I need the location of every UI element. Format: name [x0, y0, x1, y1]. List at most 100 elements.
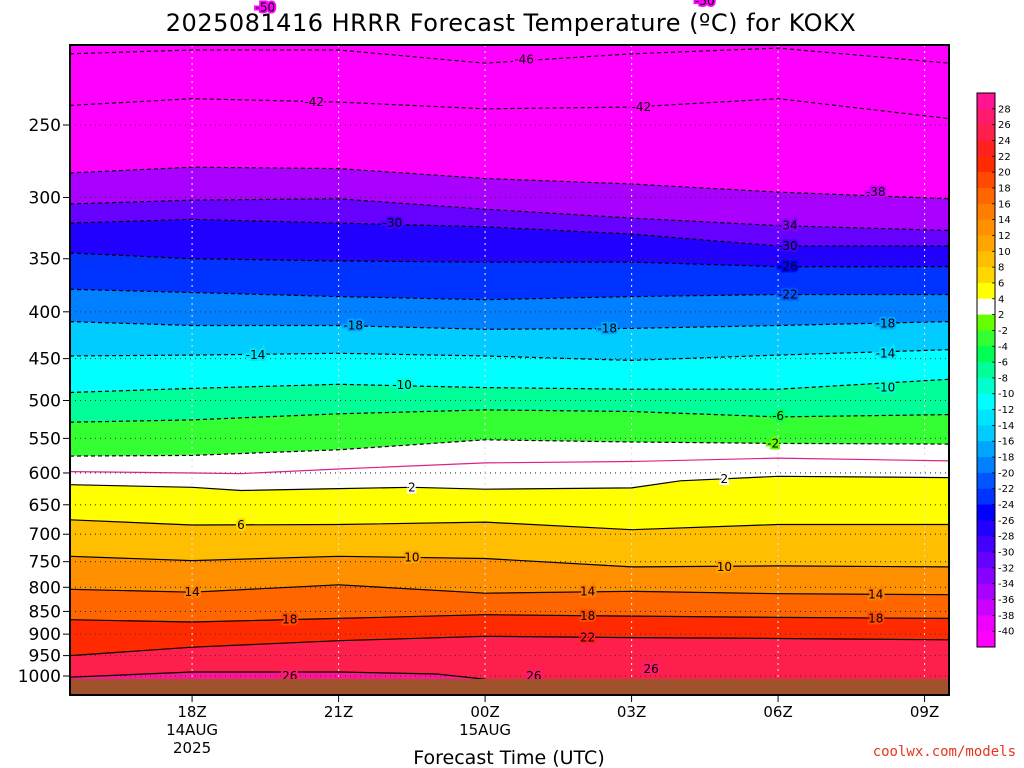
- colorbar-cell-16: [977, 346, 995, 363]
- colorbar-label--18: -18: [998, 453, 1014, 464]
- colorbar-label-14: 14: [998, 215, 1011, 226]
- colorbar-label--6: -6: [998, 358, 1008, 369]
- isotherm-label-18-2: 18: [868, 611, 883, 625]
- isotherm--10: [70, 378, 949, 394]
- colorbar-label--36: -36: [998, 595, 1014, 606]
- isotherm-label--42-1: -42: [632, 100, 652, 114]
- y-tick-label-550: 550: [29, 429, 61, 449]
- colorbar-label--16: -16: [998, 437, 1014, 448]
- colorbar-label-28: 28: [998, 104, 1011, 115]
- isotherm-label--46-0: -46: [514, 52, 534, 66]
- fill-band-1: [70, 458, 949, 491]
- y-tick-label-800: 800: [29, 578, 61, 598]
- colorbar-cell-30: [977, 567, 995, 585]
- isotherm--34: [70, 198, 949, 232]
- colorbar-cell-29: [977, 552, 995, 569]
- colorbar-cell-20: [977, 409, 995, 426]
- colorbar-cell-27: [977, 520, 995, 537]
- colorbar-cell-31: [977, 583, 995, 601]
- isotherm-labels: -50 -50-46-42 -42-38-34-30-30-26-22-18 -18-…: [182, 0, 897, 685]
- x-tick-label-00Z: 00Z: [470, 703, 499, 721]
- colorbar-label-4: 4: [998, 294, 1004, 305]
- isotherm--2: [70, 439, 949, 457]
- isotherm-label--14-0: -14: [246, 348, 266, 362]
- colorbar-cell-9: [977, 235, 995, 252]
- chart-title: 2025081416 HRRR Forecast Temperature (ºC…: [166, 9, 856, 37]
- colorbar-cell-7: [977, 203, 995, 221]
- colorbar-cell-11: [977, 267, 995, 284]
- colorbar-cell-2: [977, 124, 995, 141]
- fill-band-16: [70, 584, 949, 622]
- isotherm-label-22-0: 22: [580, 631, 595, 645]
- colorbar-label--30: -30: [998, 548, 1014, 559]
- y-tick-label-750: 750: [29, 553, 61, 573]
- colorbar-label--22: -22: [998, 484, 1014, 495]
- fill-band-24: [70, 636, 949, 680]
- colorbar: 28 26 24 22 20 18 16 14 12 10 8 6 4 2 -2 -4 -6 -8 -10 -12 -1…: [976, 92, 1014, 648]
- isotherm-label-10-1: 10: [717, 560, 732, 574]
- colorbar-label-12: 12: [998, 231, 1011, 242]
- isotherm-label-10-0: 10: [404, 550, 419, 564]
- colorbar-cell-10: [977, 251, 995, 268]
- isotherm-label-14-2: 14: [868, 588, 883, 602]
- isotherm-label-2-1: 2: [721, 472, 729, 486]
- isotherm-label--18-0: -18: [343, 318, 363, 332]
- isotherm-2: [70, 475, 949, 492]
- isotherm-label--18-1: -18: [597, 321, 617, 335]
- fill-band--8: [70, 379, 949, 423]
- colorbar-label--14: -14: [998, 421, 1014, 432]
- y-axis: 250 300 350 400 450 500 550 600 650 700 750 800 850 9…: [18, 116, 70, 687]
- colorbar-label-20: 20: [998, 168, 1011, 179]
- fill-band--40: [70, 98, 949, 199]
- isotherm-14: [70, 584, 949, 596]
- colorbar-label-22: 22: [998, 152, 1011, 163]
- fill-band--24: [70, 253, 949, 300]
- colorbar-cell-34: [977, 631, 995, 648]
- colorbar-cell-4: [977, 156, 995, 173]
- colorbar-cell-14: [977, 314, 995, 331]
- colorbar-label-10: 10: [998, 247, 1011, 258]
- isotherm-22: [70, 635, 949, 657]
- colorbar-label--10: -10: [998, 389, 1014, 400]
- isotherm-label-18-1: 18: [580, 609, 595, 623]
- isotherm-10: [70, 555, 949, 568]
- colorbar-cell-28: [977, 536, 995, 553]
- y-tick-label-950: 950: [29, 647, 61, 667]
- isotherm-18: [70, 614, 949, 623]
- x-axis-label: Forecast Time (UTC): [413, 747, 604, 768]
- credit-text: coolwx.com/models: [873, 744, 1016, 760]
- x-tick-sublabel-18Z-1: 2025: [173, 739, 211, 757]
- colorbar-label-16: 16: [998, 199, 1011, 210]
- colorbar-label-24: 24: [998, 136, 1011, 147]
- x-tick-label-06Z: 06Z: [763, 703, 792, 721]
- isotherm--22: [70, 288, 949, 301]
- colorbar-label--4: -4: [998, 342, 1008, 353]
- temperature-fill-bands: [70, 45, 949, 695]
- x-tick-label-18Z: 18Z: [177, 703, 206, 721]
- y-tick-label-300: 300: [29, 188, 61, 208]
- colorbar-cell-5: [977, 172, 995, 189]
- colorbar-cell-15: [977, 330, 995, 347]
- colorbar-cell-33: [977, 615, 995, 632]
- colorbar-label--26: -26: [998, 516, 1014, 527]
- isotherm-label--50-1: -50: [695, 0, 715, 8]
- y-tick-label-350: 350: [29, 250, 61, 270]
- isotherm-6: [70, 519, 949, 531]
- y-tick-label-500: 500: [29, 392, 61, 412]
- colorbar-label--2: -2: [998, 326, 1008, 337]
- colorbar-label--20: -20: [998, 468, 1014, 479]
- isotherm-label--14-1: -14: [876, 346, 896, 360]
- y-tick-label-250: 250: [29, 116, 61, 136]
- fill-band--16: [70, 321, 949, 361]
- x-tick-sublabel-18Z-0: 14AUG: [166, 721, 218, 739]
- isotherm--38: [70, 166, 949, 200]
- colorbar-label-18: 18: [998, 183, 1011, 194]
- colorbar-cell-13: [977, 298, 995, 316]
- fill-band-12: [70, 556, 949, 595]
- isotherm-label--50-0: -50: [256, 0, 276, 14]
- isotherm-label--26-0: -26: [778, 260, 798, 274]
- isotherm--14: [70, 349, 949, 362]
- colorbar-cell-8: [977, 219, 995, 236]
- isotherm-label-26-2: 26: [643, 662, 658, 676]
